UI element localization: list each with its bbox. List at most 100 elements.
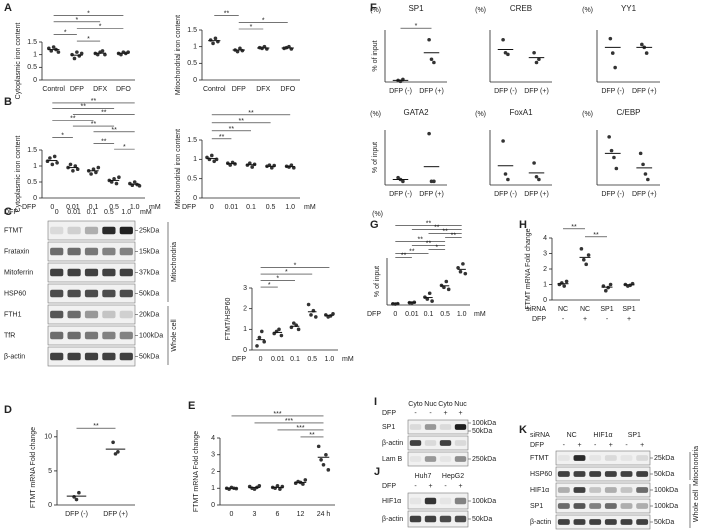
y-unit: (%) bbox=[372, 211, 383, 218]
y-tick-label: 0 bbox=[48, 502, 52, 509]
chart-title: CREB bbox=[510, 4, 532, 13]
blot-marker: 50kDa bbox=[139, 353, 159, 360]
blot-header-value: HepG2 bbox=[442, 473, 464, 480]
x-prefix: DFP bbox=[22, 204, 36, 211]
blot-band bbox=[102, 331, 116, 340]
dot bbox=[208, 38, 213, 42]
blot-band bbox=[454, 456, 467, 462]
dot bbox=[250, 165, 254, 169]
chart-title: GATA2 bbox=[403, 108, 429, 117]
dot bbox=[89, 172, 93, 176]
blot-marker: 100kDa bbox=[654, 487, 678, 494]
x-tick-label: 0.01 bbox=[225, 204, 239, 211]
blot-band bbox=[84, 268, 99, 277]
x-tick-label: 0 bbox=[50, 204, 54, 211]
x-tick-label: DFO bbox=[116, 86, 131, 93]
blot-band bbox=[557, 503, 570, 509]
dot bbox=[260, 329, 264, 334]
blot-band bbox=[557, 471, 570, 477]
blot-band bbox=[84, 289, 99, 298]
panel-letter: G bbox=[370, 219, 379, 231]
dot bbox=[608, 36, 613, 41]
dot bbox=[643, 172, 648, 176]
x-tick-label: 1.0 bbox=[130, 204, 140, 211]
x-tick-label: DFP (+) bbox=[103, 511, 128, 518]
blot-band bbox=[636, 503, 649, 509]
blot-band bbox=[102, 289, 116, 298]
blot-header-value: Cyto bbox=[408, 401, 423, 408]
blot-header-value: + bbox=[640, 442, 644, 449]
panel-letter: H bbox=[519, 219, 527, 231]
dot bbox=[608, 282, 613, 287]
sig-label: ** bbox=[417, 236, 423, 243]
dot bbox=[119, 52, 123, 57]
y-tick-label: 0 bbox=[211, 502, 215, 509]
dot bbox=[430, 299, 434, 303]
sig-label: ** bbox=[101, 138, 107, 145]
dot bbox=[427, 37, 431, 42]
x-tick-label: 1.0 bbox=[457, 311, 467, 318]
blot-header-value: Nuc bbox=[424, 401, 437, 408]
blot-band bbox=[424, 497, 437, 505]
y-axis-label: % of input bbox=[372, 40, 379, 71]
blot-band bbox=[102, 247, 116, 256]
dot bbox=[586, 253, 591, 257]
y-unit: (%) bbox=[582, 111, 593, 118]
blot-band bbox=[119, 331, 133, 340]
blot-marker: 250kDa bbox=[472, 456, 496, 463]
panel-letter: C bbox=[4, 206, 12, 218]
dot bbox=[257, 483, 262, 488]
panel-letter: F bbox=[370, 2, 377, 14]
blot-band bbox=[67, 268, 81, 277]
x-tick-label: NC bbox=[558, 306, 568, 313]
blot-band bbox=[454, 424, 467, 430]
x-tick-label: DFP (-) bbox=[494, 88, 517, 95]
chart-title: YY1 bbox=[621, 4, 637, 13]
y-axis-label: % of input bbox=[372, 142, 379, 173]
sig-label: ** bbox=[111, 127, 117, 134]
blot-band bbox=[604, 455, 617, 461]
x-tick-label: DFP (-) bbox=[65, 511, 88, 518]
blot-strip bbox=[407, 419, 469, 435]
blot-header-value: Nuc bbox=[454, 401, 467, 408]
blot-row-label: β-actin bbox=[530, 519, 551, 526]
blot-band bbox=[84, 226, 99, 235]
y-tick-label: 1.5 bbox=[187, 27, 197, 34]
blot-header-label: DFP bbox=[382, 483, 396, 490]
blot-band bbox=[620, 487, 633, 493]
sig-label: ** bbox=[426, 240, 432, 247]
dot bbox=[292, 321, 296, 325]
dot bbox=[213, 36, 218, 41]
blot-band bbox=[50, 289, 64, 298]
y-axis-label: FTMT mRNA Fold change bbox=[193, 431, 200, 512]
dot bbox=[532, 50, 536, 55]
dot bbox=[506, 177, 510, 182]
y-tick-label: 0.5 bbox=[187, 176, 197, 183]
blot-marker: 100kDa bbox=[139, 332, 163, 339]
dot bbox=[612, 155, 616, 160]
blot-header-label: DFP bbox=[4, 209, 18, 216]
blot-row-label: FTH1 bbox=[4, 311, 22, 318]
sig-label: * bbox=[87, 10, 90, 17]
x-tick-label: 0.5 bbox=[440, 311, 450, 318]
blot-band bbox=[557, 519, 570, 525]
x-row-value: - bbox=[562, 316, 565, 323]
blot-band bbox=[84, 310, 99, 319]
blot-band bbox=[573, 455, 586, 461]
dot bbox=[72, 495, 76, 499]
blot-band bbox=[636, 455, 649, 461]
blot-band bbox=[439, 515, 452, 523]
dot bbox=[401, 179, 405, 184]
dot bbox=[564, 279, 569, 284]
blot-band bbox=[573, 503, 586, 509]
dot bbox=[501, 139, 505, 143]
dot bbox=[114, 181, 119, 186]
blot-header-label: siRNA bbox=[530, 432, 550, 439]
blot-band bbox=[84, 352, 99, 361]
y-unit: (%) bbox=[370, 111, 381, 118]
blot-band bbox=[589, 455, 602, 461]
blot-marker: 50kDa bbox=[654, 519, 674, 526]
blot-header-value: - bbox=[444, 483, 447, 490]
dot bbox=[432, 60, 436, 65]
blot-band bbox=[557, 455, 570, 461]
